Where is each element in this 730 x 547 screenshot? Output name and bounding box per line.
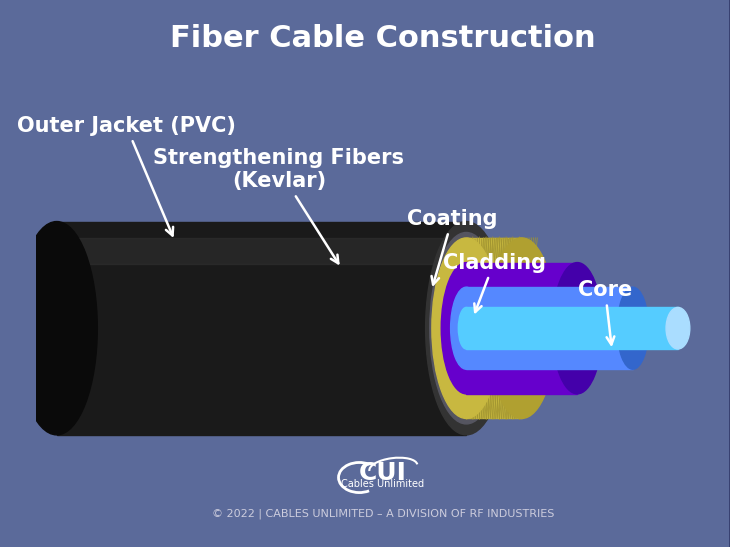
Text: Cables Unlimited: Cables Unlimited	[342, 479, 425, 489]
Ellipse shape	[450, 287, 482, 369]
Ellipse shape	[617, 287, 648, 369]
Text: CUI: CUI	[359, 461, 407, 485]
Ellipse shape	[553, 263, 602, 394]
Ellipse shape	[432, 238, 501, 418]
Text: Strengthening Fibers
(Kevlar): Strengthening Fibers (Kevlar)	[153, 148, 404, 263]
Polygon shape	[57, 222, 466, 435]
Ellipse shape	[441, 263, 491, 394]
Text: Outer Jacket (PVC): Outer Jacket (PVC)	[17, 116, 236, 236]
Ellipse shape	[16, 222, 97, 435]
Polygon shape	[466, 307, 678, 349]
Text: © 2022 | CABLES UNLIMITED – A DIVISION OF RF INDUSTRIES: © 2022 | CABLES UNLIMITED – A DIVISION O…	[212, 509, 554, 520]
Ellipse shape	[430, 232, 503, 424]
Ellipse shape	[426, 222, 507, 435]
Ellipse shape	[458, 307, 474, 349]
Polygon shape	[71, 237, 466, 264]
Polygon shape	[466, 263, 577, 394]
Text: Cladding: Cladding	[442, 253, 545, 312]
Polygon shape	[466, 238, 522, 418]
Text: Core: Core	[578, 280, 632, 345]
Ellipse shape	[666, 307, 690, 349]
Text: Fiber Cable Construction: Fiber Cable Construction	[170, 24, 596, 53]
Polygon shape	[466, 287, 633, 369]
Text: Coating: Coating	[407, 209, 498, 284]
Ellipse shape	[488, 238, 556, 418]
